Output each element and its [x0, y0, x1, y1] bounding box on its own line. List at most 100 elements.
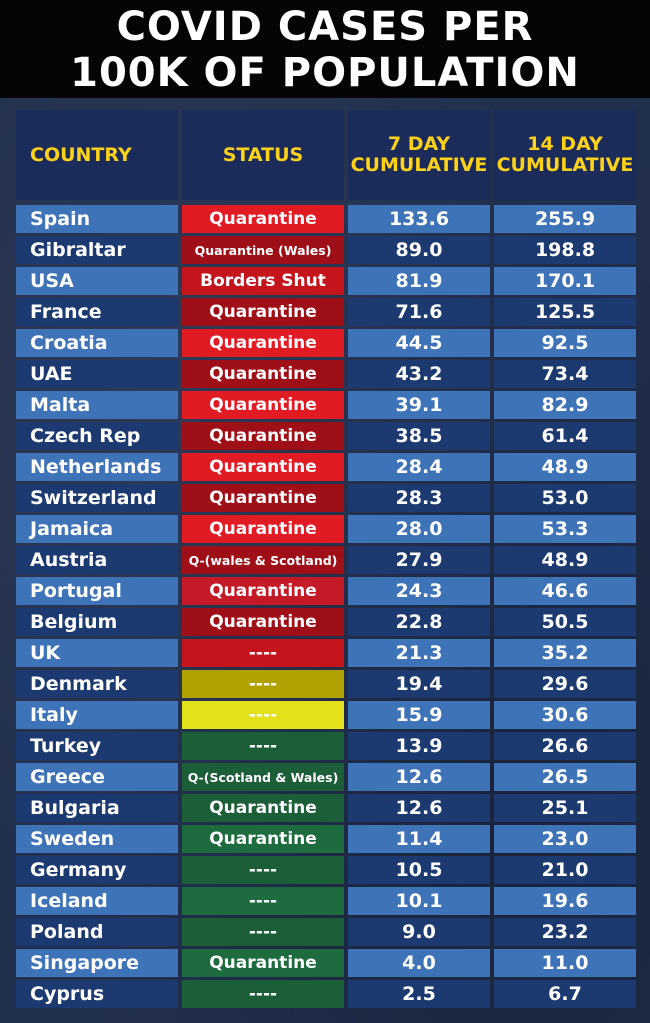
day14-cell: 73.4: [494, 360, 636, 388]
day7-cell: 11.4: [348, 825, 490, 853]
table-row: Austria Q-(wales & Scotland) 27.9 48.9: [16, 545, 636, 576]
day14-cell: 23.0: [494, 825, 636, 853]
day14-cell: 23.2: [494, 918, 636, 946]
header-status: STATUS: [182, 110, 344, 200]
day7-cell: 24.3: [348, 577, 490, 605]
day7-cell: 10.5: [348, 856, 490, 884]
table-row: Portugal Quarantine 24.3 46.6: [16, 576, 636, 607]
day7-cell: 13.9: [348, 732, 490, 760]
day14-cell: 11.0: [494, 949, 636, 977]
country-cell: Germany: [16, 856, 178, 884]
country-cell: UK: [16, 639, 178, 667]
day7-cell: 12.6: [348, 763, 490, 791]
header-7day: 7 DAY CUMULATIVE: [348, 110, 490, 200]
table-row: Gibraltar Quarantine (Wales) 89.0 198.8: [16, 235, 636, 266]
header-14day-line2: CUMULATIVE: [496, 154, 634, 176]
table-row: Italy ---- 15.9 30.6: [16, 700, 636, 731]
table-row: Turkey ---- 13.9 26.6: [16, 731, 636, 762]
status-cell: Quarantine: [182, 825, 344, 853]
table-row: Jamaica Quarantine 28.0 53.3: [16, 514, 636, 545]
day14-cell: 61.4: [494, 422, 636, 450]
day14-cell: 82.9: [494, 391, 636, 419]
day14-cell: 50.5: [494, 608, 636, 636]
status-cell: Quarantine: [182, 608, 344, 636]
header-14day-line1: 14 DAY: [527, 133, 603, 155]
day14-cell: 19.6: [494, 887, 636, 915]
status-cell: Quarantine: [182, 422, 344, 450]
day7-cell: 28.3: [348, 484, 490, 512]
day7-cell: 19.4: [348, 670, 490, 698]
day7-cell: 10.1: [348, 887, 490, 915]
country-cell: Switzerland: [16, 484, 178, 512]
country-cell: Malta: [16, 391, 178, 419]
day7-cell: 2.5: [348, 980, 490, 1008]
country-cell: Denmark: [16, 670, 178, 698]
day7-cell: 9.0: [348, 918, 490, 946]
day7-cell: 28.4: [348, 453, 490, 481]
status-cell: Quarantine: [182, 484, 344, 512]
country-cell: USA: [16, 267, 178, 295]
table-row: Malta Quarantine 39.1 82.9: [16, 390, 636, 421]
day7-cell: 4.0: [348, 949, 490, 977]
status-cell: Borders Shut: [182, 267, 344, 295]
status-cell: ----: [182, 887, 344, 915]
table-row: Cyprus ---- 2.5 6.7: [16, 979, 636, 1010]
country-cell: Italy: [16, 701, 178, 729]
table-row: Netherlands Quarantine 28.4 48.9: [16, 452, 636, 483]
country-cell: Czech Rep: [16, 422, 178, 450]
day7-cell: 44.5: [348, 329, 490, 357]
day14-cell: 92.5: [494, 329, 636, 357]
day14-cell: 29.6: [494, 670, 636, 698]
status-cell: ----: [182, 856, 344, 884]
table-row: Belgium Quarantine 22.8 50.5: [16, 607, 636, 638]
country-cell: Jamaica: [16, 515, 178, 543]
day7-cell: 43.2: [348, 360, 490, 388]
day7-cell: 133.6: [348, 205, 490, 233]
day14-cell: 26.6: [494, 732, 636, 760]
table-row: Germany ---- 10.5 21.0: [16, 855, 636, 886]
country-cell: Bulgaria: [16, 794, 178, 822]
table-row: Poland ---- 9.0 23.2: [16, 917, 636, 948]
day14-cell: 53.0: [494, 484, 636, 512]
status-cell: Q-(Scotland & Wales): [182, 763, 344, 791]
day14-cell: 255.9: [494, 205, 636, 233]
title-banner: COVID CASES PER 100K OF POPULATION: [0, 0, 650, 98]
day14-cell: 125.5: [494, 298, 636, 326]
country-cell: Croatia: [16, 329, 178, 357]
day14-cell: 48.9: [494, 453, 636, 481]
table-row: UAE Quarantine 43.2 73.4: [16, 359, 636, 390]
day14-cell: 25.1: [494, 794, 636, 822]
status-cell: ----: [182, 918, 344, 946]
status-cell: Quarantine: [182, 949, 344, 977]
header-14day: 14 DAY CUMULATIVE: [494, 110, 636, 200]
day14-cell: 30.6: [494, 701, 636, 729]
table-row: Greece Q-(Scotland & Wales) 12.6 26.5: [16, 762, 636, 793]
table-row: USA Borders Shut 81.9 170.1: [16, 266, 636, 297]
day14-cell: 35.2: [494, 639, 636, 667]
table-body: Spain Quarantine 133.6 255.9 Gibraltar Quaran…: [16, 204, 636, 1010]
country-cell: UAE: [16, 360, 178, 388]
header-country: COUNTRY: [16, 110, 178, 200]
status-cell: Q-(wales & Scotland): [182, 546, 344, 574]
status-cell: Quarantine: [182, 794, 344, 822]
status-cell: Quarantine: [182, 360, 344, 388]
status-cell: ----: [182, 670, 344, 698]
country-cell: Spain: [16, 205, 178, 233]
header-7day-line2: CUMULATIVE: [350, 154, 488, 176]
day14-cell: 53.3: [494, 515, 636, 543]
day14-cell: 170.1: [494, 267, 636, 295]
country-cell: Singapore: [16, 949, 178, 977]
day7-cell: 12.6: [348, 794, 490, 822]
day7-cell: 28.0: [348, 515, 490, 543]
day14-cell: 21.0: [494, 856, 636, 884]
title-line-1: COVID CASES PER: [116, 4, 534, 50]
status-cell: Quarantine: [182, 298, 344, 326]
table-header: COUNTRY STATUS 7 DAY CUMULATIVE 14 DAY C…: [16, 110, 636, 200]
day7-cell: 89.0: [348, 236, 490, 264]
day14-cell: 46.6: [494, 577, 636, 605]
status-cell: ----: [182, 980, 344, 1008]
day14-cell: 6.7: [494, 980, 636, 1008]
country-cell: Netherlands: [16, 453, 178, 481]
day7-cell: 15.9: [348, 701, 490, 729]
country-cell: Iceland: [16, 887, 178, 915]
